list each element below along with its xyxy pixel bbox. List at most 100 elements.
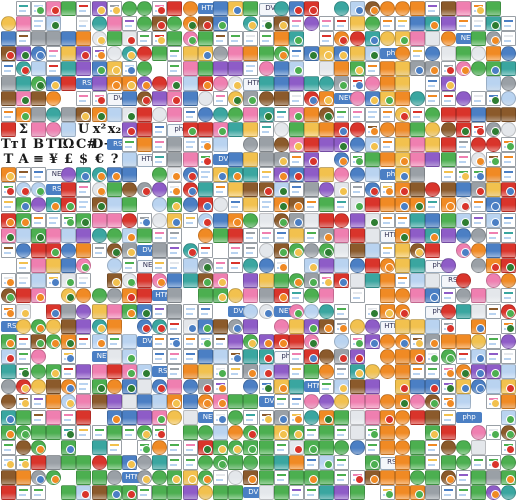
camera-icon [183, 182, 198, 197]
calendar-icon [107, 273, 122, 288]
document-icon [274, 122, 289, 137]
key-icon [319, 273, 334, 288]
monitor-icon [441, 425, 456, 440]
chart-icon [486, 394, 501, 409]
phone-icon [350, 182, 365, 197]
key-icon [122, 349, 137, 364]
gear-icon [410, 394, 425, 409]
mail-icon [183, 364, 198, 379]
chart-icon [304, 258, 319, 273]
arrow-icon [61, 410, 76, 425]
lock-icon [365, 334, 380, 349]
music-icon [213, 425, 228, 440]
folder-icon [334, 470, 349, 485]
key-icon [1, 61, 16, 76]
gear-icon [107, 167, 122, 182]
arrow-icon [380, 410, 395, 425]
monitor-icon [441, 122, 456, 137]
page-icon [274, 182, 289, 197]
package-icon [334, 349, 349, 364]
user-icon [228, 319, 243, 334]
folder-icon [501, 288, 516, 303]
camera-icon [61, 364, 76, 379]
document-icon [137, 16, 152, 31]
tag-icon [350, 228, 365, 243]
database-icon [152, 91, 167, 106]
monitor-icon [410, 197, 425, 212]
user-icon [46, 1, 61, 16]
camera-icon [46, 76, 61, 91]
monitor-icon [304, 273, 319, 288]
page-icon [501, 31, 516, 46]
package-icon [243, 319, 258, 334]
gear-icon [31, 107, 46, 122]
gear-icon [395, 16, 410, 31]
gear-icon [92, 76, 107, 91]
lock-icon [228, 152, 243, 167]
table-icon [274, 91, 289, 106]
key-icon [319, 425, 334, 440]
package-icon [425, 182, 440, 197]
image-icon [304, 137, 319, 152]
document-icon [501, 304, 516, 319]
format-glyph-icon: Σ [18, 122, 29, 137]
monitor-icon [274, 197, 289, 212]
gear-icon [107, 61, 122, 76]
user-icon [441, 485, 456, 500]
table-icon [228, 364, 243, 379]
user-icon [259, 364, 274, 379]
package-icon [501, 379, 516, 394]
document-icon [61, 61, 76, 76]
arrow-icon [395, 304, 410, 319]
user-icon [334, 379, 349, 394]
lock-icon [228, 61, 243, 76]
database-icon [425, 470, 440, 485]
user-icon [107, 440, 122, 455]
gear-icon [471, 485, 486, 500]
user-icon [92, 31, 107, 46]
phone-icon [213, 470, 228, 485]
star-icon [92, 440, 107, 455]
package-icon [1, 455, 16, 470]
folder-icon [410, 319, 425, 334]
monitor-icon [92, 91, 107, 106]
user-icon [289, 273, 304, 288]
monitor-icon [350, 61, 365, 76]
disk-icon [380, 122, 395, 137]
globe-icon [167, 304, 182, 319]
monitor-icon [243, 349, 258, 364]
arrow-icon [380, 440, 395, 455]
mail-icon [425, 425, 440, 440]
globe-icon [243, 213, 258, 228]
label-badge-icon: DVD [243, 487, 269, 498]
phone-icon [410, 46, 425, 61]
calendar-icon [183, 440, 198, 455]
mail-icon [259, 167, 274, 182]
arrow-icon [365, 107, 380, 122]
printer-icon [183, 319, 198, 334]
label-badge-icon: RSS [152, 366, 178, 377]
folder-icon [198, 273, 213, 288]
globe-icon [425, 410, 440, 425]
disk-icon [137, 394, 152, 409]
lock-icon [410, 334, 425, 349]
tag-icon [365, 394, 380, 409]
folder-icon [46, 470, 61, 485]
page-icon [167, 410, 182, 425]
user-icon [107, 470, 122, 485]
folder-icon [46, 319, 61, 334]
monitor-icon [395, 91, 410, 106]
monitor-icon [471, 228, 486, 243]
camera-icon [410, 213, 425, 228]
phone-icon [152, 470, 167, 485]
page-icon [198, 182, 213, 197]
package-icon [501, 364, 516, 379]
table-icon [410, 31, 425, 46]
chart-icon [259, 122, 274, 137]
package-icon [395, 258, 410, 273]
monitor-icon [319, 470, 334, 485]
gear-icon [486, 122, 501, 137]
camera-icon [76, 410, 91, 425]
printer-icon [183, 122, 198, 137]
document-icon [365, 182, 380, 197]
